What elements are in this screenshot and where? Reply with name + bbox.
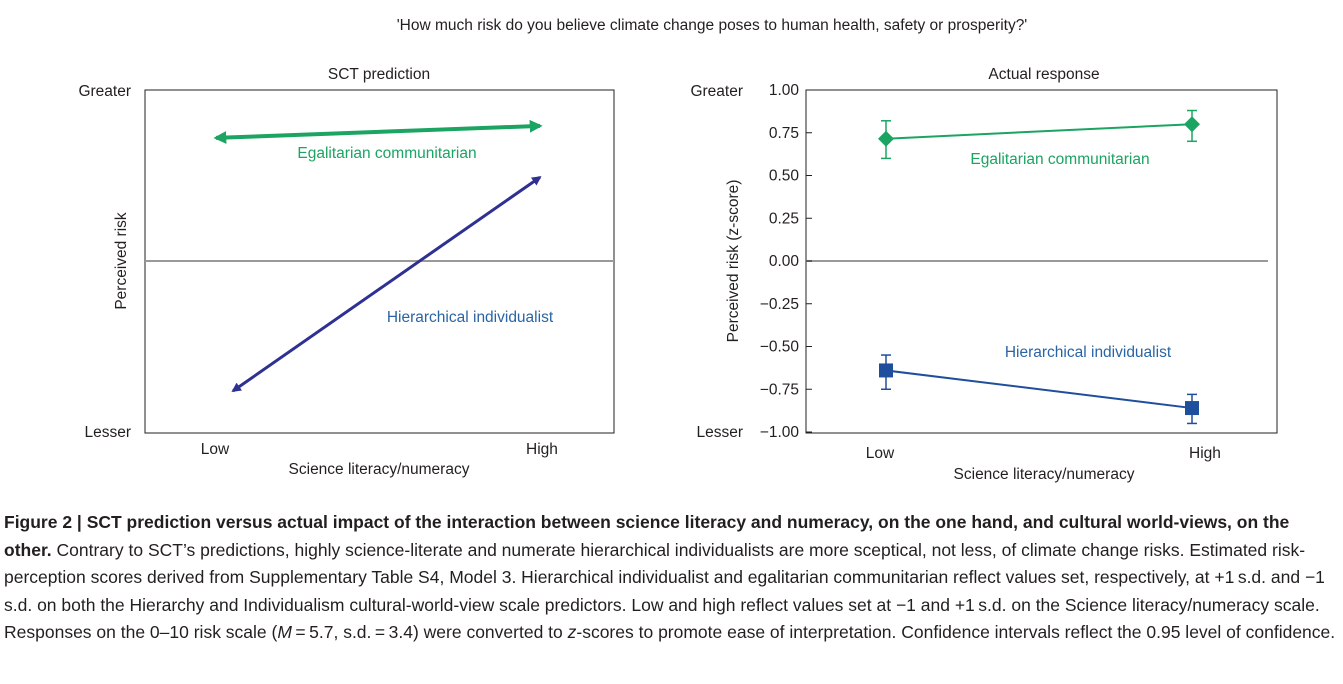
left-x-tick-high: High <box>526 441 558 458</box>
right-label-egalitarian: Egalitarian communitarian <box>970 151 1149 168</box>
left-series-hierarchical-arrow <box>231 175 542 393</box>
right-y-tick-label: −0.50 <box>760 339 800 356</box>
right-y-bottom-label: Lesser <box>696 424 743 441</box>
left-panel: SCT prediction Greater Lesser Perceived … <box>78 66 615 478</box>
caption-text-1: Contrary to SCT’s predictions, highly sc… <box>4 539 1329 643</box>
right-label-hierarchical: Hierarchical individualist <box>1005 344 1172 361</box>
right-point-egalitarian <box>1184 116 1200 133</box>
left-y-axis-label: Perceived risk <box>113 212 130 310</box>
left-y-top-label: Greater <box>78 83 131 100</box>
left-y-bottom-label: Lesser <box>84 424 131 441</box>
right-y-tick-label: 0.50 <box>769 168 800 185</box>
left-label-egalitarian: Egalitarian communitarian <box>297 145 476 162</box>
right-y-tick-label: 1.00 <box>769 82 800 99</box>
right-series-group <box>878 109 1200 425</box>
right-panel: Actual response Greater Lesser Perceived… <box>690 66 1278 483</box>
right-point-egalitarian <box>878 130 894 147</box>
right-series-egalitarian-line <box>885 123 1193 140</box>
figure-canvas: 'How much risk do you believe climate ch… <box>78 17 1278 483</box>
right-y-tick-label: −1.00 <box>760 424 800 441</box>
survey-question: 'How much risk do you believe climate ch… <box>397 17 1028 34</box>
right-y-tick-label: 0.25 <box>769 210 799 227</box>
right-point-hierarchical <box>879 363 893 378</box>
right-y-tick-label: 0.75 <box>769 125 799 142</box>
left-x-tick-low: Low <box>201 441 230 458</box>
caption-italic-z: z <box>567 622 577 642</box>
left-x-axis-label: Science literacy/numeracy <box>289 461 470 478</box>
figure-caption: Figure 2 | SCT prediction versus actual … <box>4 509 1340 647</box>
right-y-tick-label: −0.25 <box>760 296 799 313</box>
right-x-tick-high: High <box>1189 445 1221 462</box>
right-chart-title: Actual response <box>988 66 1099 83</box>
right-y-axis-label: Perceived risk (z-score) <box>725 180 742 343</box>
right-y-ticks: 1.00 0.75 0.50 0.25 0.00 −0.25 −0.50 −0.75 −1.00 <box>760 82 812 441</box>
right-point-hierarchical <box>1185 401 1199 416</box>
caption-bold-title: Figure 2 | SCT prediction versus actual … <box>4 512 1290 560</box>
right-x-tick-low: Low <box>866 445 895 462</box>
caption-text-2: = 5.7, s.d. = 3.4) were converted to <box>291 622 568 642</box>
left-chart-title: SCT prediction <box>328 66 430 83</box>
right-y-top-label: Greater <box>690 83 743 100</box>
left-label-hierarchical: Hierarchical individualist <box>387 309 554 326</box>
caption-italic-m: M <box>277 622 292 642</box>
right-y-tick-label: 0.00 <box>769 253 800 270</box>
right-x-axis-label: Science literacy/numeracy <box>954 466 1135 483</box>
right-series-hierarchical-line <box>885 369 1193 410</box>
right-y-tick-label: −0.75 <box>760 381 799 398</box>
left-series-egalitarian-arrow <box>213 119 543 144</box>
caption-text-3: -scores to promote ease of interpretatio… <box>576 622 1336 642</box>
